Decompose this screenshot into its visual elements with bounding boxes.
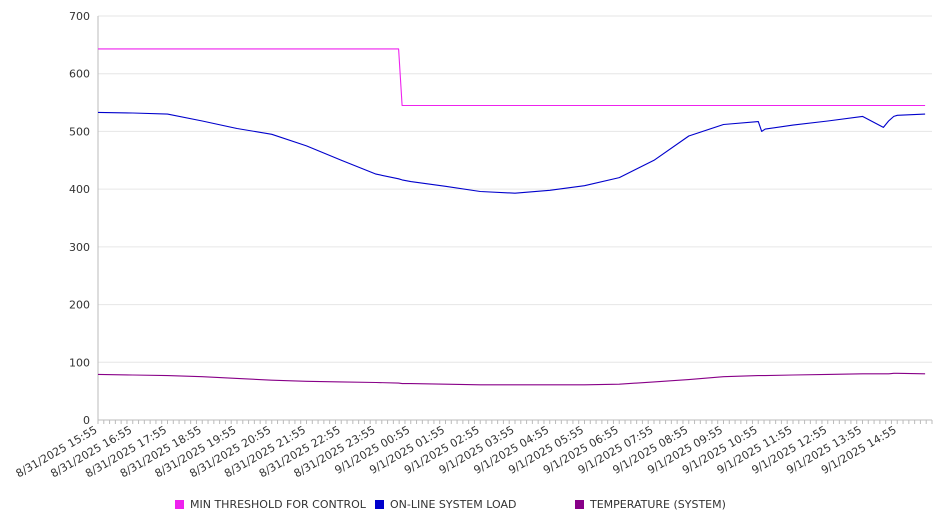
y-axis: 0 100 200 300 400 500 600 700: [69, 10, 99, 427]
legend-item-system-load[interactable]: ON-LINE SYSTEM LOAD: [375, 498, 516, 511]
y-tick-label: 300: [69, 241, 90, 254]
legend-label-min-threshold: MIN THRESHOLD FOR CONTROL: [190, 498, 366, 511]
y-tick-label: 100: [69, 356, 90, 369]
grid-lines: [98, 15, 932, 421]
series-lines: [97, 48, 926, 386]
series-line-2: [97, 372, 926, 386]
y-tick-label: 400: [69, 183, 90, 196]
legend: MIN THRESHOLD FOR CONTROL ON-LINE SYSTEM…: [0, 498, 946, 514]
legend-swatch-min-threshold: [175, 500, 184, 509]
y-tick-label: 500: [69, 125, 90, 138]
y-tick-label: 200: [69, 299, 90, 312]
y-tick-label: 700: [69, 10, 90, 23]
y-tick-label: 0: [83, 414, 90, 427]
y-tick-label: 600: [69, 68, 90, 81]
legend-swatch-temperature: [575, 500, 584, 509]
legend-label-temperature: TEMPERATURE (SYSTEM): [590, 498, 726, 511]
legend-label-system-load: ON-LINE SYSTEM LOAD: [390, 498, 517, 511]
legend-item-temperature[interactable]: TEMPERATURE (SYSTEM): [575, 498, 726, 511]
legend-item-min-threshold[interactable]: MIN THRESHOLD FOR CONTROL: [175, 498, 366, 511]
legend-swatch-system-load: [375, 500, 384, 509]
series-line-0: [98, 48, 926, 107]
x-axis: 8/31/2025 15:558/31/2025 16:558/31/2025 …: [14, 420, 933, 480]
series-line-1: [97, 111, 926, 194]
